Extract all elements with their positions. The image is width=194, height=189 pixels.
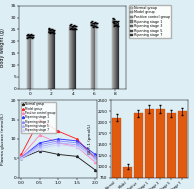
Positive control group (57, 142, 59, 144)
Bar (112, 118, 121, 189)
Ripening stage 5 (57, 142, 59, 144)
Bar (178, 111, 187, 189)
Ripening stage 1 (57, 138, 59, 140)
Bar (50, 31, 51, 89)
X-axis label: Time (weeks): Time (weeks) (56, 101, 89, 106)
Ripening stage 1 (39, 142, 41, 144)
Normal group (57, 153, 59, 156)
Ripening stage 7 (20, 157, 23, 160)
Line: Ripening stage 3: Ripening stage 3 (20, 140, 96, 158)
Ripening stage 5 (94, 157, 96, 160)
Bar (53, 31, 54, 89)
Model group (94, 157, 96, 160)
Ripening stage 3 (20, 156, 23, 158)
Normal group (39, 149, 41, 152)
Legend: Normal group, Model group, Positive control group, Ripening stage 1, Ripening st: Normal group, Model group, Positive cont… (129, 5, 171, 38)
Ripening stage 3 (57, 140, 59, 142)
Bar (156, 109, 165, 189)
Bar (72, 27, 73, 89)
Ripening stage 3 (94, 155, 96, 157)
Bar (27, 36, 28, 89)
Bar (48, 31, 49, 89)
Bar (92, 23, 93, 89)
Line: Normal group: Normal group (20, 149, 96, 171)
Model group (39, 118, 41, 121)
Bar (167, 113, 176, 189)
Y-axis label: Body weight (g): Body weight (g) (0, 28, 5, 67)
Ripening stage 3 (75, 142, 78, 144)
Ripening stage 7 (39, 147, 41, 150)
Bar (118, 23, 119, 89)
Bar (116, 23, 117, 89)
Bar (117, 24, 118, 89)
Bar (113, 21, 114, 89)
Bar (54, 31, 55, 89)
Bar (28, 35, 29, 89)
Line: Ripening stage 5: Ripening stage 5 (20, 142, 96, 159)
Line: Ripening stage 7: Ripening stage 7 (20, 144, 96, 161)
Legend: Normal group, Model group, Positive control group, Ripening stage 1, Ripening st: Normal group, Model group, Positive cont… (21, 102, 56, 133)
Bar (145, 109, 154, 189)
Y-axis label: GLP-1 (pmol/L): GLP-1 (pmol/L) (88, 124, 92, 154)
Ripening stage 7 (75, 146, 78, 148)
Bar (134, 113, 143, 189)
Bar (73, 27, 74, 89)
Line: Positive control group: Positive control group (20, 134, 96, 163)
Y-axis label: Plasma glucose (mmol/L): Plasma glucose (mmol/L) (1, 113, 5, 165)
Model group (75, 138, 78, 140)
Bar (74, 28, 75, 89)
Ripening stage 1 (75, 140, 78, 142)
Bar (52, 31, 53, 89)
Bar (49, 30, 50, 89)
Bar (51, 31, 52, 89)
Line: Model group: Model group (20, 119, 96, 159)
Positive control group (20, 155, 23, 157)
Ripening stage 7 (94, 159, 96, 161)
Ripening stage 3 (39, 144, 41, 146)
Normal group (75, 155, 78, 157)
Ripening stage 1 (94, 153, 96, 156)
Ripening stage 1 (20, 156, 23, 159)
Ripening stage 5 (20, 157, 23, 159)
Bar (71, 28, 72, 89)
Bar (112, 20, 113, 89)
Bar (70, 26, 71, 89)
Normal group (20, 157, 23, 160)
Bar (123, 167, 132, 189)
Bar (69, 27, 70, 89)
Normal group (94, 169, 96, 171)
Model group (57, 130, 59, 132)
Bar (115, 23, 116, 89)
Bar (93, 25, 94, 89)
Bar (91, 23, 92, 89)
Line: Ripening stage 1: Ripening stage 1 (20, 138, 96, 159)
Ripening stage 5 (39, 146, 41, 148)
Ripening stage 5 (75, 144, 78, 146)
Bar (75, 28, 76, 89)
Positive control group (94, 161, 96, 163)
Bar (114, 23, 115, 89)
Model group (20, 153, 23, 156)
Positive control group (75, 146, 78, 148)
Ripening stage 7 (57, 144, 59, 146)
Positive control group (39, 134, 41, 136)
